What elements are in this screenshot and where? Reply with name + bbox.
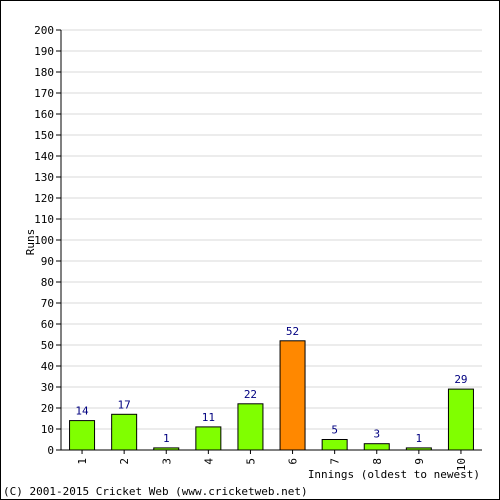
x-tick-label: 6 xyxy=(287,458,300,465)
data-label: 3 xyxy=(373,428,380,441)
gridlines xyxy=(61,29,482,430)
bar xyxy=(69,420,96,451)
x-tick-label: 10 xyxy=(455,458,468,471)
y-tick-label: 140 xyxy=(34,150,54,163)
y-tick-label: 0 xyxy=(47,444,54,457)
data-label: 29 xyxy=(454,373,467,386)
bars xyxy=(69,340,474,451)
data-label: 14 xyxy=(75,405,89,418)
x-tick-label: 2 xyxy=(118,458,131,465)
x-tick-label: 5 xyxy=(244,458,257,465)
y-tick-label: 160 xyxy=(34,108,54,121)
x-tick-label: 9 xyxy=(413,458,426,465)
bar xyxy=(321,439,348,451)
y-tick-label: 110 xyxy=(34,213,54,226)
y-tick-label: 80 xyxy=(41,276,54,289)
x-tick-label: 7 xyxy=(329,458,342,465)
y-tick-label: 30 xyxy=(41,381,54,394)
y-tick-label: 60 xyxy=(41,318,54,331)
y-tick-label: 130 xyxy=(34,171,54,184)
bar xyxy=(237,403,264,451)
y-axis-title: Runs xyxy=(24,229,37,256)
y-tick-label: 100 xyxy=(34,234,54,247)
labels: 0102030405060708090100110120130140150160… xyxy=(34,24,468,471)
data-label: 1 xyxy=(416,432,423,445)
y-tick-label: 20 xyxy=(41,402,54,415)
bar xyxy=(279,340,306,451)
y-tick-label: 40 xyxy=(41,360,54,373)
y-tick-label: 150 xyxy=(34,129,54,142)
x-tick-label: 3 xyxy=(160,458,173,465)
x-axis-title: Innings (oldest to newest) xyxy=(308,468,480,481)
bar xyxy=(111,413,138,451)
x-tick-label: 4 xyxy=(202,458,215,465)
y-tick-label: 180 xyxy=(34,66,54,79)
y-tick-label: 170 xyxy=(34,87,54,100)
x-tick-label: 8 xyxy=(371,458,384,465)
data-label: 1 xyxy=(163,432,170,445)
data-label: 5 xyxy=(331,424,338,437)
bar xyxy=(195,426,222,451)
y-tick-label: 120 xyxy=(34,192,54,205)
y-tick-label: 90 xyxy=(41,255,54,268)
y-tick-label: 70 xyxy=(41,297,54,310)
data-label: 52 xyxy=(286,325,299,338)
data-label: 22 xyxy=(244,388,257,401)
y-tick-label: 10 xyxy=(41,423,54,436)
y-tick-label: 50 xyxy=(41,339,54,352)
copyright-footer: (C) 2001-2015 Cricket Web (www.cricketwe… xyxy=(3,485,308,498)
axes xyxy=(56,29,482,454)
y-tick-label: 200 xyxy=(34,24,54,37)
bar xyxy=(447,388,474,451)
bar xyxy=(363,443,390,451)
data-label: 11 xyxy=(202,411,215,424)
y-tick-label: 190 xyxy=(34,45,54,58)
data-label: 17 xyxy=(118,398,131,411)
x-tick-label: 1 xyxy=(76,458,89,465)
